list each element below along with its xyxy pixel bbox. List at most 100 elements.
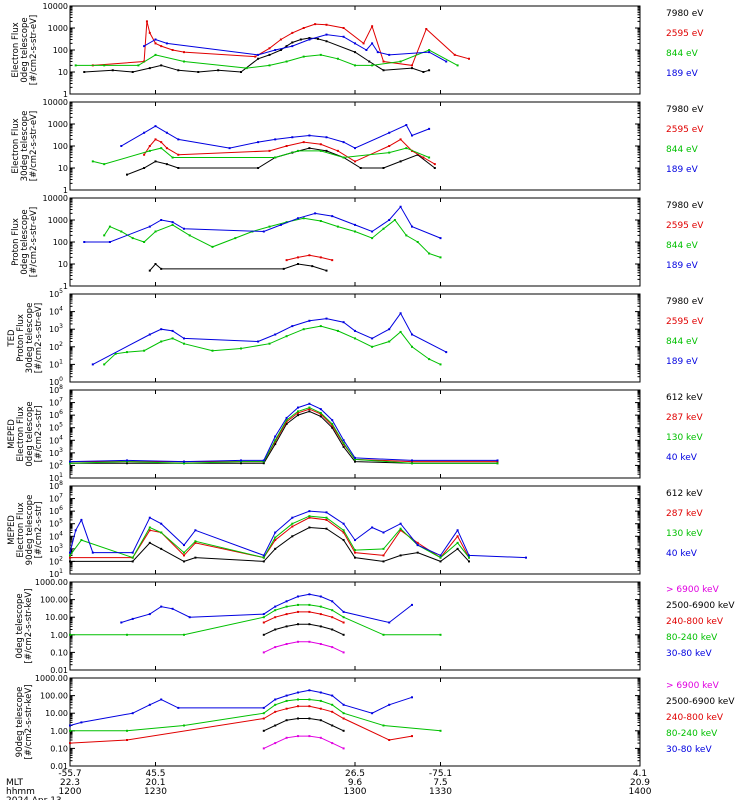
data-point <box>308 640 311 643</box>
data-point <box>308 402 311 405</box>
data-point <box>468 57 470 60</box>
data-point <box>268 47 271 50</box>
data-point <box>257 53 260 56</box>
y-tick-label: 105 <box>49 518 63 529</box>
data-point <box>285 416 288 419</box>
data-point <box>160 698 163 701</box>
data-point <box>262 706 265 709</box>
x-tick-time: 1330 <box>429 787 452 797</box>
y-axis-label: 30deg telescope <box>20 111 30 182</box>
data-point <box>456 529 459 532</box>
data-point <box>154 230 157 233</box>
data-point <box>302 55 305 58</box>
data-point <box>331 703 334 706</box>
y-axis-label: MEPED <box>7 515 17 545</box>
data-point <box>336 329 339 332</box>
data-point <box>399 330 402 333</box>
data-point <box>331 616 334 619</box>
data-point <box>388 328 391 331</box>
data-point <box>108 225 111 228</box>
data-point <box>308 735 311 738</box>
data-point <box>274 742 277 745</box>
data-point <box>325 136 328 139</box>
x-tick-time: 1200 <box>59 787 82 797</box>
data-point <box>274 724 277 727</box>
data-point <box>428 252 431 255</box>
data-point <box>274 609 277 612</box>
data-point <box>211 349 214 352</box>
data-point <box>314 23 317 26</box>
data-point <box>143 167 146 169</box>
data-point <box>285 613 288 616</box>
y-tick-label: 0.01 <box>50 762 68 771</box>
data-point <box>428 51 431 54</box>
data-point <box>354 551 356 554</box>
y-tick-label: 103 <box>49 323 63 334</box>
data-point <box>325 33 328 36</box>
y-axis-label: 90deg telescope <box>15 687 25 758</box>
data-point <box>411 459 413 462</box>
data-point <box>160 531 163 534</box>
legend-entry: 2595 eV <box>666 317 704 327</box>
data-point <box>331 600 334 603</box>
data-point <box>382 167 385 169</box>
series-line <box>263 718 344 732</box>
legend-entry: > 6900 keV <box>666 585 720 595</box>
data-point <box>342 35 345 38</box>
legend-entry: 7980 eV <box>666 297 704 307</box>
series-line <box>69 705 413 744</box>
legend-entry: 844 eV <box>666 49 699 59</box>
y-tick-label: 1 <box>63 282 68 291</box>
legend-entry: 189 eV <box>666 357 699 367</box>
data-point <box>325 518 328 521</box>
data-point <box>160 605 163 608</box>
data-point <box>160 328 163 331</box>
data-point <box>439 633 442 636</box>
data-point <box>342 703 345 706</box>
data-point <box>274 536 277 539</box>
y-tick-label: 0.01 <box>50 666 68 675</box>
data-point <box>291 516 294 519</box>
data-point <box>183 724 185 727</box>
data-point <box>308 610 311 613</box>
data-point <box>74 529 77 532</box>
data-point <box>154 38 157 41</box>
data-point <box>171 329 174 332</box>
data-point <box>371 64 374 67</box>
data-point <box>422 156 425 159</box>
data-point <box>319 736 322 739</box>
legend-entry: 844 eV <box>666 337 699 347</box>
series-line <box>70 604 441 636</box>
data-point <box>279 223 282 226</box>
data-point <box>148 516 151 519</box>
data-point <box>405 147 408 150</box>
data-point <box>228 147 231 150</box>
data-point <box>297 705 299 708</box>
data-point <box>388 621 391 624</box>
data-point <box>331 742 334 745</box>
data-point <box>319 149 322 152</box>
data-point <box>131 237 134 240</box>
panel-frame <box>69 101 641 191</box>
x-tick-mlt: 20.1 <box>145 778 165 788</box>
data-point <box>177 69 180 72</box>
data-point <box>376 51 379 54</box>
data-point <box>319 325 322 328</box>
data-point <box>69 560 71 563</box>
data-point <box>268 225 271 228</box>
data-point <box>148 541 151 544</box>
x-tick-lat: -55.7 <box>58 769 81 779</box>
data-point <box>319 256 322 259</box>
y-axis-label: 0deg telescope <box>20 17 30 82</box>
data-point <box>399 160 402 163</box>
data-point <box>285 736 288 739</box>
data-point <box>342 712 345 715</box>
y-tick-label: 1000.00 <box>35 578 68 587</box>
data-point <box>439 729 442 732</box>
data-point <box>411 696 413 699</box>
data-point <box>274 439 277 442</box>
data-point <box>145 20 148 23</box>
data-point <box>371 230 374 233</box>
y-axis-label: MEPED <box>7 419 17 449</box>
data-point <box>308 689 311 692</box>
